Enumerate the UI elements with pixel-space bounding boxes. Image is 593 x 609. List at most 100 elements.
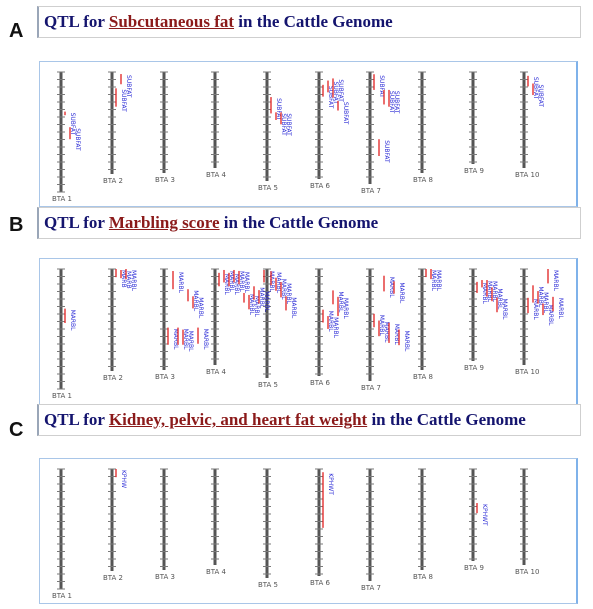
qtl-label[interactable]: SUBFAT [69,113,76,136]
chromosome-7[interactable]: BTA 7 [361,71,381,195]
chromosome-6[interactable]: BTA 6 [310,71,331,190]
qtl-label[interactable]: MARBL [275,272,282,294]
qtl-label[interactable]: MARBL [542,292,549,314]
qtl-label[interactable]: MARBL [177,272,184,294]
qtl-label[interactable]: MARBL [342,298,349,320]
chromosome-9[interactable]: BTA 9 [464,71,484,175]
qtl-label[interactable]: MARBL [491,281,498,303]
qtl-label[interactable]: MARBL [430,270,437,292]
chromosome-10[interactable]: BTA 10 [515,468,539,576]
qtl-label[interactable]: MARBL [130,270,137,292]
qtl-label[interactable]: MARBL [69,310,76,332]
qtl-label[interactable]: MARBL [280,279,287,301]
qtl-label[interactable]: MARBL [258,287,265,309]
qtl-label[interactable]: MARBL [383,322,390,344]
qtl-label[interactable]: MARBL [223,274,230,296]
qtl-label[interactable]: SUBFAT [532,77,539,100]
chromosome-4[interactable]: BTA 4 [206,268,227,376]
qtl-label[interactable]: MARBL [197,297,204,319]
qtl-label[interactable]: MARBL [496,288,503,310]
chromosome-5[interactable]: BTA 5 [258,71,278,192]
qtl-label[interactable]: MARBL [327,311,334,333]
qtl-label[interactable]: MARBL [228,271,235,293]
chromosome-3[interactable]: BTA 3 [155,468,175,581]
qtl-label[interactable]: MARB [125,271,132,289]
chromosome-2[interactable]: BTA 2 [103,268,123,382]
chromosome-3[interactable]: BTA 3 [155,268,175,381]
qtl-label[interactable]: MARBL [393,324,400,346]
qtl-label[interactable]: KPHWT [481,504,488,526]
chromosome-2[interactable]: BTA 2 [103,71,123,185]
qtl-label[interactable]: SUBFAT [378,75,385,98]
qtl-label[interactable]: SUBFAT [327,86,334,109]
chromosome-4[interactable]: BTA 4 [206,71,227,179]
chromosome-10[interactable]: BTA 10 [515,71,539,179]
qtl-label[interactable]: MARBL [243,272,250,294]
qtl-label[interactable]: MARBL [557,298,564,320]
qtl-label[interactable]: MARBL [285,283,292,305]
qtl-label[interactable]: MARBL [202,329,209,351]
qtl-label[interactable]: MARBL [403,330,410,352]
chromosome-4[interactable]: BTA 4 [206,468,227,576]
chromosome-6[interactable]: BTA 6 [310,268,331,387]
qtl-label[interactable]: MARBL [337,291,344,313]
qtl-label[interactable]: MARBL [263,291,270,313]
qtl-label[interactable]: MARBL [192,290,199,312]
qtl-label[interactable]: SUBFAT [337,79,344,102]
qtl-label[interactable]: MARBL [378,315,385,337]
chromosome-9[interactable]: BTA 9 [464,468,484,572]
qtl-label[interactable]: MARBL [253,296,260,318]
qtl-label[interactable]: MARBL [290,297,297,319]
chromosome-5[interactable]: BTA 5 [258,468,278,589]
qtl-label[interactable]: MARBL [233,274,240,296]
chromosome-5[interactable]: BTA 5 [258,268,278,389]
qtl-label[interactable]: MARBL [501,299,508,321]
qtl-label[interactable]: MARBL [332,317,339,339]
chromosome-8[interactable]: BTA 8 [413,468,433,581]
qtl-label[interactable]: MARBL [552,270,559,292]
qtl-label[interactable]: SUBFAT [74,128,81,151]
chromosome-7[interactable]: BTA 7 [361,268,381,392]
qtl-label[interactable]: MARBL [435,270,442,292]
chromosome-7[interactable]: BTA 7 [361,468,381,592]
qtl-label[interactable]: KPHWT [327,473,334,495]
chromosome-3[interactable]: BTA 3 [155,71,175,184]
qtl-label[interactable]: MARBL [248,294,255,316]
chromosome-1[interactable]: BTA 1 [52,268,72,400]
qtl-label[interactable]: SUBFAT [393,91,400,114]
qtl-label[interactable]: SUBFAT [125,75,132,98]
chromosome-9[interactable]: BTA 9 [464,268,484,372]
qtl-label[interactable]: SUBFAT [383,140,390,163]
chromosome-10[interactable]: BTA 10 [515,268,539,376]
chromosome-8[interactable]: BTA 8 [413,268,433,381]
panel-b-trait-link[interactable]: Marbling score [108,213,220,232]
panel-a-trait-link[interactable]: Subcutaneous fat [108,12,235,31]
qtl-label[interactable]: SUBFAT [342,102,349,125]
qtl-label[interactable]: MARBL [238,271,245,293]
qtl-label[interactable]: SUBFAT [275,98,282,121]
chromosome-1[interactable]: BTA 1 [52,71,72,203]
qtl-label[interactable]: SUBFAT [332,82,339,105]
chromosome-1[interactable]: BTA 1 [52,468,72,600]
qtl-label[interactable]: MARBL [398,282,405,304]
qtl-label[interactable]: SUBFAT [537,85,544,108]
qtl-label[interactable]: SUBFAT [280,113,287,136]
qtl-label[interactable]: MARBL [547,305,554,327]
qtl-label[interactable]: MARBL [172,329,179,351]
qtl-label[interactable]: MARB [120,270,127,288]
chromosome-8[interactable]: BTA 8 [413,71,433,184]
qtl-label[interactable]: MARBL [481,283,488,305]
chromosome-6[interactable]: BTA 6 [310,468,331,587]
qtl-label[interactable]: SUBFAT [285,113,292,136]
qtl-label[interactable]: SUBFAT [120,89,127,112]
qtl-label[interactable]: MARBL [532,299,539,321]
qtl-label[interactable]: MARBL [187,331,194,353]
panel-c-trait-link[interactable]: Kidney, pelvic, and heart fat weight [108,410,368,429]
qtl-label[interactable]: MARBL [537,286,544,308]
qtl-label[interactable]: SUBFAT [388,91,395,114]
qtl-label[interactable]: MARBL [182,329,189,351]
qtl-label[interactable]: MARBL [388,277,395,299]
qtl-label[interactable]: KPHW [120,470,127,488]
chromosome-2[interactable]: BTA 2 [103,468,123,582]
qtl-label[interactable]: MARBL [486,281,493,303]
